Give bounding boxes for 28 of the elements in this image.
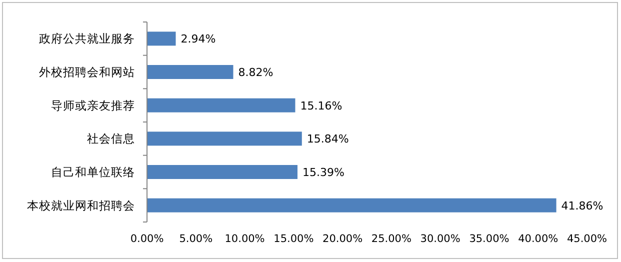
data-label: 41.86%: [561, 199, 604, 212]
y-tick-label: 政府公共就业服务: [39, 32, 135, 46]
y-tick-label: 导师或亲友推荐: [51, 98, 135, 112]
bar: [147, 132, 302, 146]
data-label: 2.94%: [180, 32, 216, 46]
x-tick-label: 35.00%: [469, 233, 510, 245]
data-label: 15.39%: [302, 166, 344, 179]
bar: [147, 32, 176, 46]
x-tick-label: 10.00%: [224, 233, 265, 245]
x-tick-label: 5.00%: [179, 233, 213, 245]
data-label: 8.82%: [238, 66, 274, 79]
x-tick-label: 30.00%: [420, 233, 460, 245]
y-tick-label: 社会信息: [87, 132, 135, 146]
bar: [147, 165, 298, 179]
data-label: 15.16%: [300, 99, 342, 112]
data-label: 15.84%: [306, 132, 349, 146]
bar: [147, 198, 556, 212]
x-tick-label: 25.00%: [371, 233, 412, 245]
x-tick-label: 45.00%: [566, 233, 608, 245]
bar: [147, 65, 234, 79]
y-tick-label: 自己和单位联络: [51, 165, 135, 179]
x-tick-label: 20.00%: [322, 233, 363, 245]
bar: [147, 98, 296, 112]
x-tick-label: 40.00%: [518, 233, 558, 245]
x-tick-label: 15.00%: [274, 233, 314, 245]
y-tick-label: 本校就业网和招聘会: [27, 198, 135, 212]
x-tick-label: 0.00%: [130, 233, 164, 245]
y-tick-label: 外校招聘会和网站: [39, 65, 135, 79]
